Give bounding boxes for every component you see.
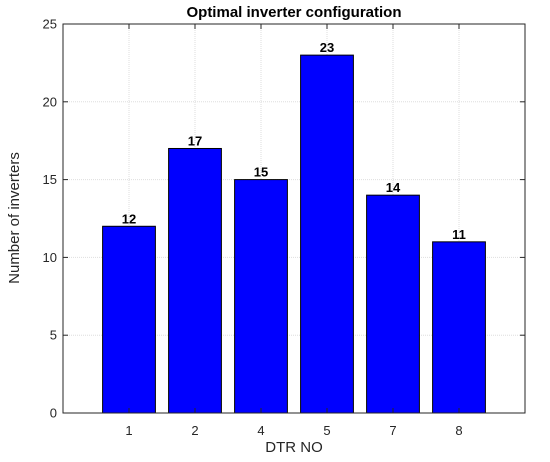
bar-dtr-1 [102,225,156,414]
data-label-dtr-4: 15 [254,165,268,180]
bar-dtr-7 [366,194,420,414]
data-label-dtr-5: 23 [320,40,334,55]
bar-dtr-4 [234,179,288,414]
x-tick-label: 8 [455,423,462,438]
y-axis-ticks: 0 5 10 15 20 25 [43,17,525,421]
y-axis-label: Number of inverters [6,152,23,284]
y-tick-label: 15 [43,172,57,187]
data-labels: 12 17 15 23 14 11 [122,40,466,242]
bar-dtr-2 [168,147,222,414]
x-tick-label: 1 [125,423,132,438]
y-tick-label: 25 [43,17,57,32]
x-tick-label: 2 [191,423,198,438]
data-label-dtr-1: 12 [122,211,136,226]
y-tick-label: 5 [50,328,57,343]
x-tick-label: 7 [389,423,396,438]
data-label-dtr-7: 14 [386,180,401,195]
y-tick-label: 20 [43,94,57,109]
bar-dtr-5 [300,54,354,414]
x-axis-label: DTR NO [265,439,323,456]
plot-frame [62,23,526,414]
x-tick-label: 4 [257,423,264,438]
data-label-dtr-8: 11 [452,227,466,242]
x-tick-label: 5 [323,423,330,438]
bar-dtr-8 [432,241,486,414]
y-tick-label: 10 [43,250,57,265]
data-label-dtr-2: 17 [188,133,202,148]
chart-title: Optimal inverter configuration [186,4,401,21]
y-tick-label: 0 [50,406,57,421]
bars [102,54,486,414]
